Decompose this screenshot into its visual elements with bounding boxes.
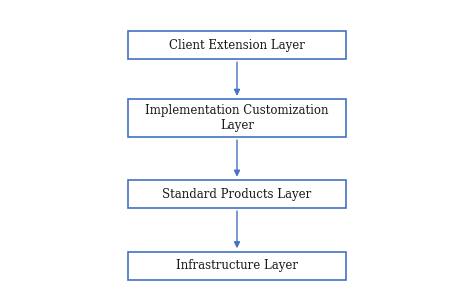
Text: Client Extension Layer: Client Extension Layer [169, 39, 305, 52]
Text: Infrastructure Layer: Infrastructure Layer [176, 259, 298, 272]
Text: Implementation Customization
Layer: Implementation Customization Layer [145, 104, 329, 132]
FancyBboxPatch shape [128, 99, 346, 137]
FancyBboxPatch shape [128, 32, 346, 59]
Text: Standard Products Layer: Standard Products Layer [163, 188, 311, 201]
FancyBboxPatch shape [128, 180, 346, 208]
FancyBboxPatch shape [128, 252, 346, 280]
